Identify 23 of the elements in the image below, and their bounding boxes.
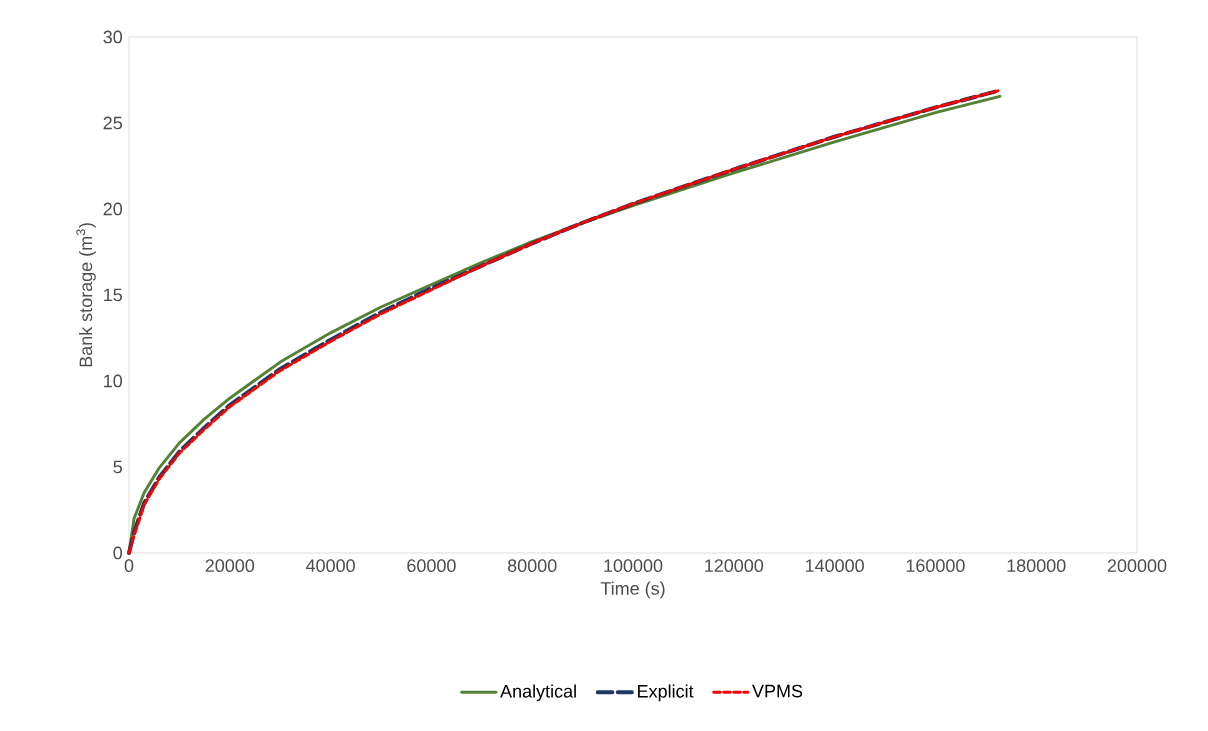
x-tick-label: 200000 bbox=[1107, 559, 1167, 572]
x-tick-label: 80000 bbox=[507, 559, 557, 572]
y-tick-label: 25 bbox=[103, 116, 122, 130]
y-tick-label: 20 bbox=[103, 202, 123, 216]
legend-label: Analytical bbox=[500, 684, 576, 702]
x-tick-label: 0 bbox=[124, 559, 134, 572]
y-tick-label: 30 bbox=[103, 30, 123, 44]
x-tick-label: 160000 bbox=[906, 559, 965, 572]
x-tick-label: 60000 bbox=[407, 559, 456, 572]
x-tick-label: 20000 bbox=[205, 559, 255, 572]
legend-label: Explicit bbox=[638, 684, 694, 702]
x-tick-label: 40000 bbox=[306, 559, 355, 572]
y-axis-title: Bank storage (m$^{3}$) bbox=[76, 223, 96, 367]
y-tick-label: 10 bbox=[104, 374, 123, 388]
x-tick-label: 120000 bbox=[705, 559, 764, 572]
legend-label: VPMS bbox=[752, 684, 803, 698]
x-tick-label: 140000 bbox=[805, 559, 864, 572]
y-tick-label: 15 bbox=[104, 288, 122, 302]
x-tick-label: 100000 bbox=[604, 559, 663, 572]
x-axis-title: Time (s) bbox=[600, 581, 665, 599]
y-tick-label: 5 bbox=[113, 460, 122, 474]
y-tick-label: 0 bbox=[113, 546, 123, 560]
x-tick-label: 180000 bbox=[1007, 559, 1066, 572]
